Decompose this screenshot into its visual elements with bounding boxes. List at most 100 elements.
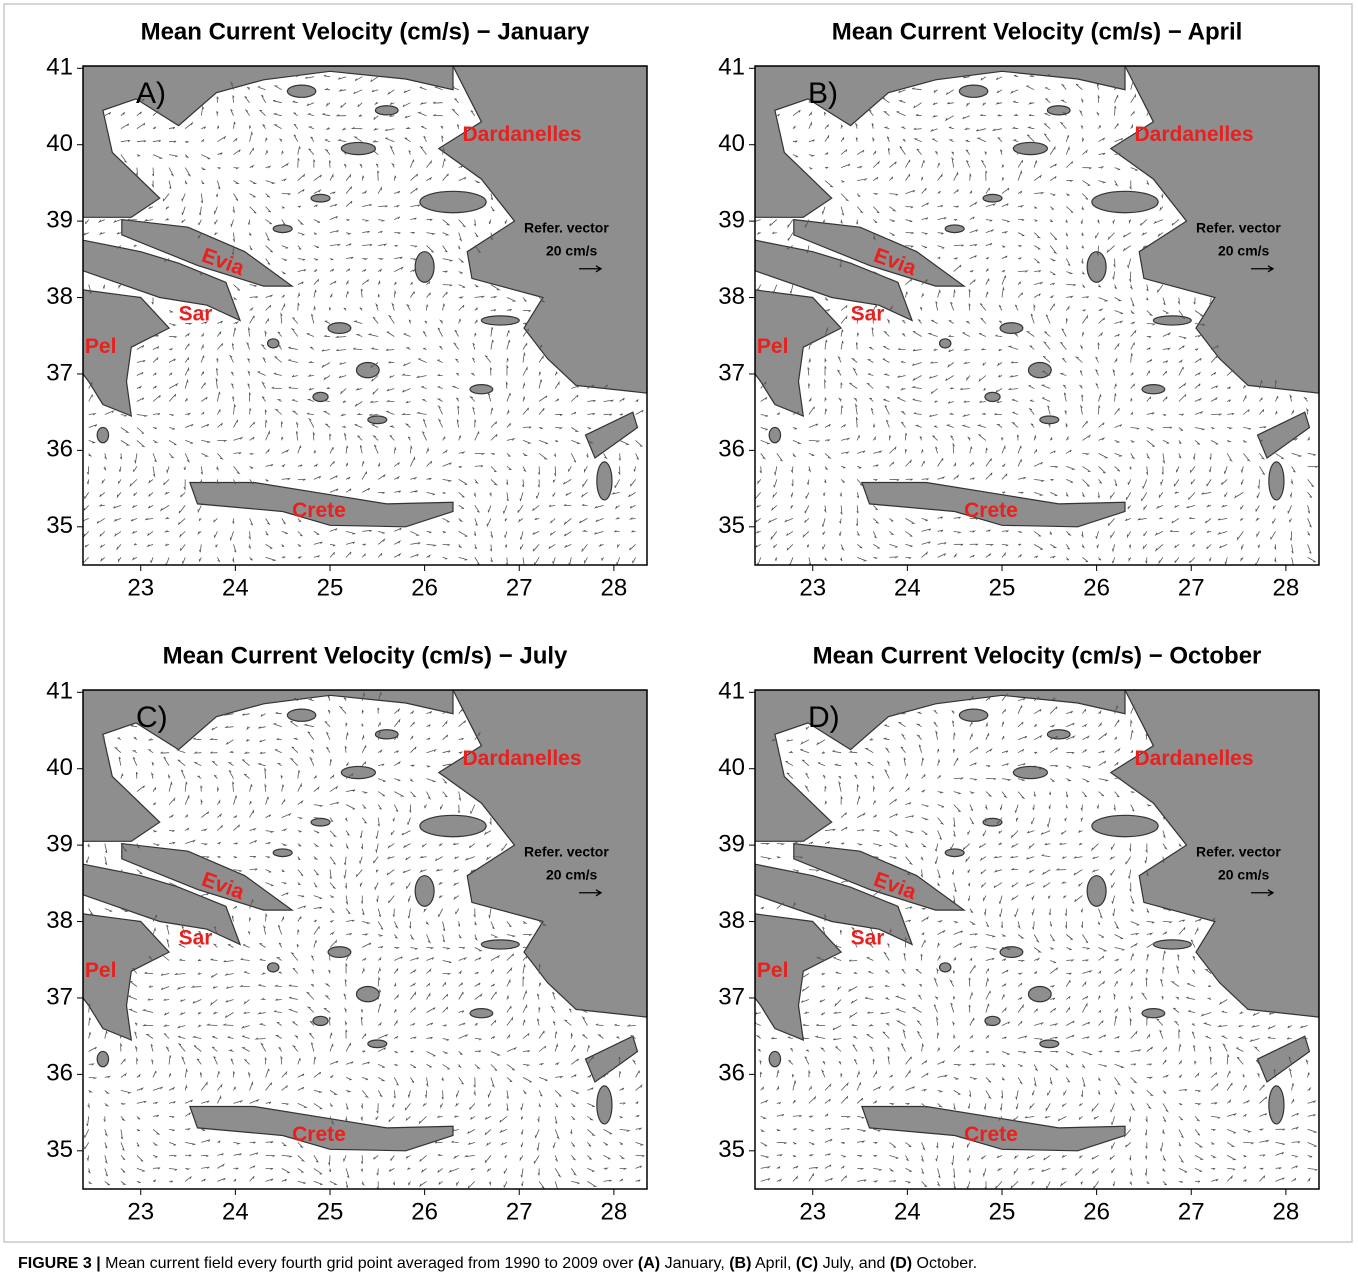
place-label: Pel <box>757 959 789 982</box>
y-tick-label: 41 <box>46 678 73 705</box>
caption-part: (C) <box>796 1255 818 1272</box>
panel-label: C) <box>136 701 168 734</box>
panel-label: B) <box>808 77 838 110</box>
land <box>586 1036 638 1082</box>
place-label: Sar <box>179 303 213 326</box>
y-tick-label: 37 <box>718 983 745 1010</box>
caption-part: (A) <box>638 1255 660 1272</box>
island <box>287 709 315 721</box>
x-tick-label: 23 <box>799 1198 826 1225</box>
panel-label: D) <box>808 701 840 734</box>
x-tick-label: 25 <box>989 574 1016 601</box>
y-tick-label: 37 <box>46 983 73 1010</box>
island <box>1087 252 1106 283</box>
y-tick-label: 35 <box>718 1136 745 1163</box>
island <box>97 1051 108 1066</box>
y-tick-label: 39 <box>46 206 73 233</box>
island <box>597 1086 612 1124</box>
y-tick-label: 36 <box>718 436 745 463</box>
y-tick-label: 37 <box>718 359 745 386</box>
x-tick-label: 23 <box>799 574 826 601</box>
island <box>328 323 351 334</box>
island <box>287 85 315 97</box>
island <box>415 876 434 907</box>
y-tick-label: 39 <box>718 830 745 857</box>
y-tick-label: 36 <box>46 436 73 463</box>
caption-part: (B) <box>729 1255 751 1272</box>
land <box>1258 412 1310 458</box>
island <box>341 142 375 154</box>
x-tick-label: 27 <box>1178 574 1205 601</box>
island <box>1142 1009 1165 1018</box>
figure: FIGURE 3 | Mean current field every four… <box>0 0 1358 1288</box>
reference-title: Refer. vector <box>524 843 609 859</box>
island <box>368 416 387 424</box>
x-tick-label: 26 <box>1083 1198 1110 1225</box>
island <box>268 339 279 348</box>
island <box>368 1040 387 1048</box>
y-tick-label: 40 <box>46 130 73 157</box>
place-label: Pel <box>85 959 117 982</box>
island <box>341 766 375 778</box>
y-tick-label: 39 <box>46 830 73 857</box>
island <box>1028 362 1051 377</box>
island <box>1028 986 1051 1001</box>
x-tick-label: 28 <box>1273 1198 1300 1225</box>
caption: FIGURE 3 | Mean current field every four… <box>18 1255 977 1272</box>
island <box>769 1051 780 1066</box>
x-tick-label: 23 <box>127 1198 154 1225</box>
island <box>959 709 987 721</box>
land <box>586 412 638 458</box>
reference-label: 20 cm/s <box>546 866 598 882</box>
place-label: Sar <box>179 927 213 950</box>
x-tick-label: 27 <box>506 574 533 601</box>
caption-part: FIGURE 3 | <box>18 1255 101 1272</box>
reference-title: Refer. vector <box>1196 843 1281 859</box>
place-label: Dardanelles <box>1134 123 1253 146</box>
x-tick-label: 23 <box>127 574 154 601</box>
x-tick-label: 25 <box>317 574 344 601</box>
y-tick-label: 41 <box>46 54 73 81</box>
island <box>1040 1040 1059 1048</box>
island <box>97 427 108 442</box>
x-tick-label: 28 <box>601 574 628 601</box>
y-tick-label: 41 <box>718 54 745 81</box>
x-tick-label: 24 <box>894 574 921 601</box>
island <box>268 963 279 972</box>
map-panel: Mean Current Velocity (cm/s) − JanuaryA)… <box>46 18 647 601</box>
x-tick-label: 24 <box>222 1198 249 1225</box>
island <box>420 191 486 212</box>
caption-part: April, <box>751 1255 795 1272</box>
island <box>1092 191 1158 212</box>
y-tick-label: 39 <box>718 206 745 233</box>
island <box>311 818 330 826</box>
island <box>1047 106 1070 115</box>
x-tick-label: 25 <box>317 1198 344 1225</box>
panel-label: A) <box>136 77 166 110</box>
y-tick-label: 38 <box>46 283 73 310</box>
place-label: Sar <box>851 303 885 326</box>
island <box>415 252 434 283</box>
place-label: Sar <box>851 927 885 950</box>
island <box>1000 947 1023 958</box>
x-tick-label: 26 <box>411 574 438 601</box>
chart-title: Mean Current Velocity (cm/s) − July <box>163 642 568 669</box>
y-tick-label: 35 <box>46 512 73 539</box>
map-panel: Mean Current Velocity (cm/s) − April B) 23… <box>718 18 1319 601</box>
caption-part: (D) <box>890 1255 912 1272</box>
island <box>313 392 328 401</box>
island <box>597 462 612 500</box>
island <box>481 316 519 325</box>
island <box>1013 766 1047 778</box>
map-panel: Mean Current Velocity (cm/s) − July C) 23 2… <box>46 642 647 1225</box>
chart-title: Mean Current Velocity (cm/s) − April <box>832 18 1243 45</box>
reference-label: 20 cm/s <box>546 242 598 258</box>
y-tick-label: 35 <box>46 1136 73 1163</box>
island <box>985 1016 1000 1025</box>
reference-label: 20 cm/s <box>1218 242 1270 258</box>
island <box>420 815 486 836</box>
island <box>1269 462 1284 500</box>
page: {"chart_data": [ {"type": "vector-map", … <box>0 0 1358 1288</box>
reference-title: Refer. vector <box>524 219 609 235</box>
place-label: Pel <box>757 335 789 358</box>
